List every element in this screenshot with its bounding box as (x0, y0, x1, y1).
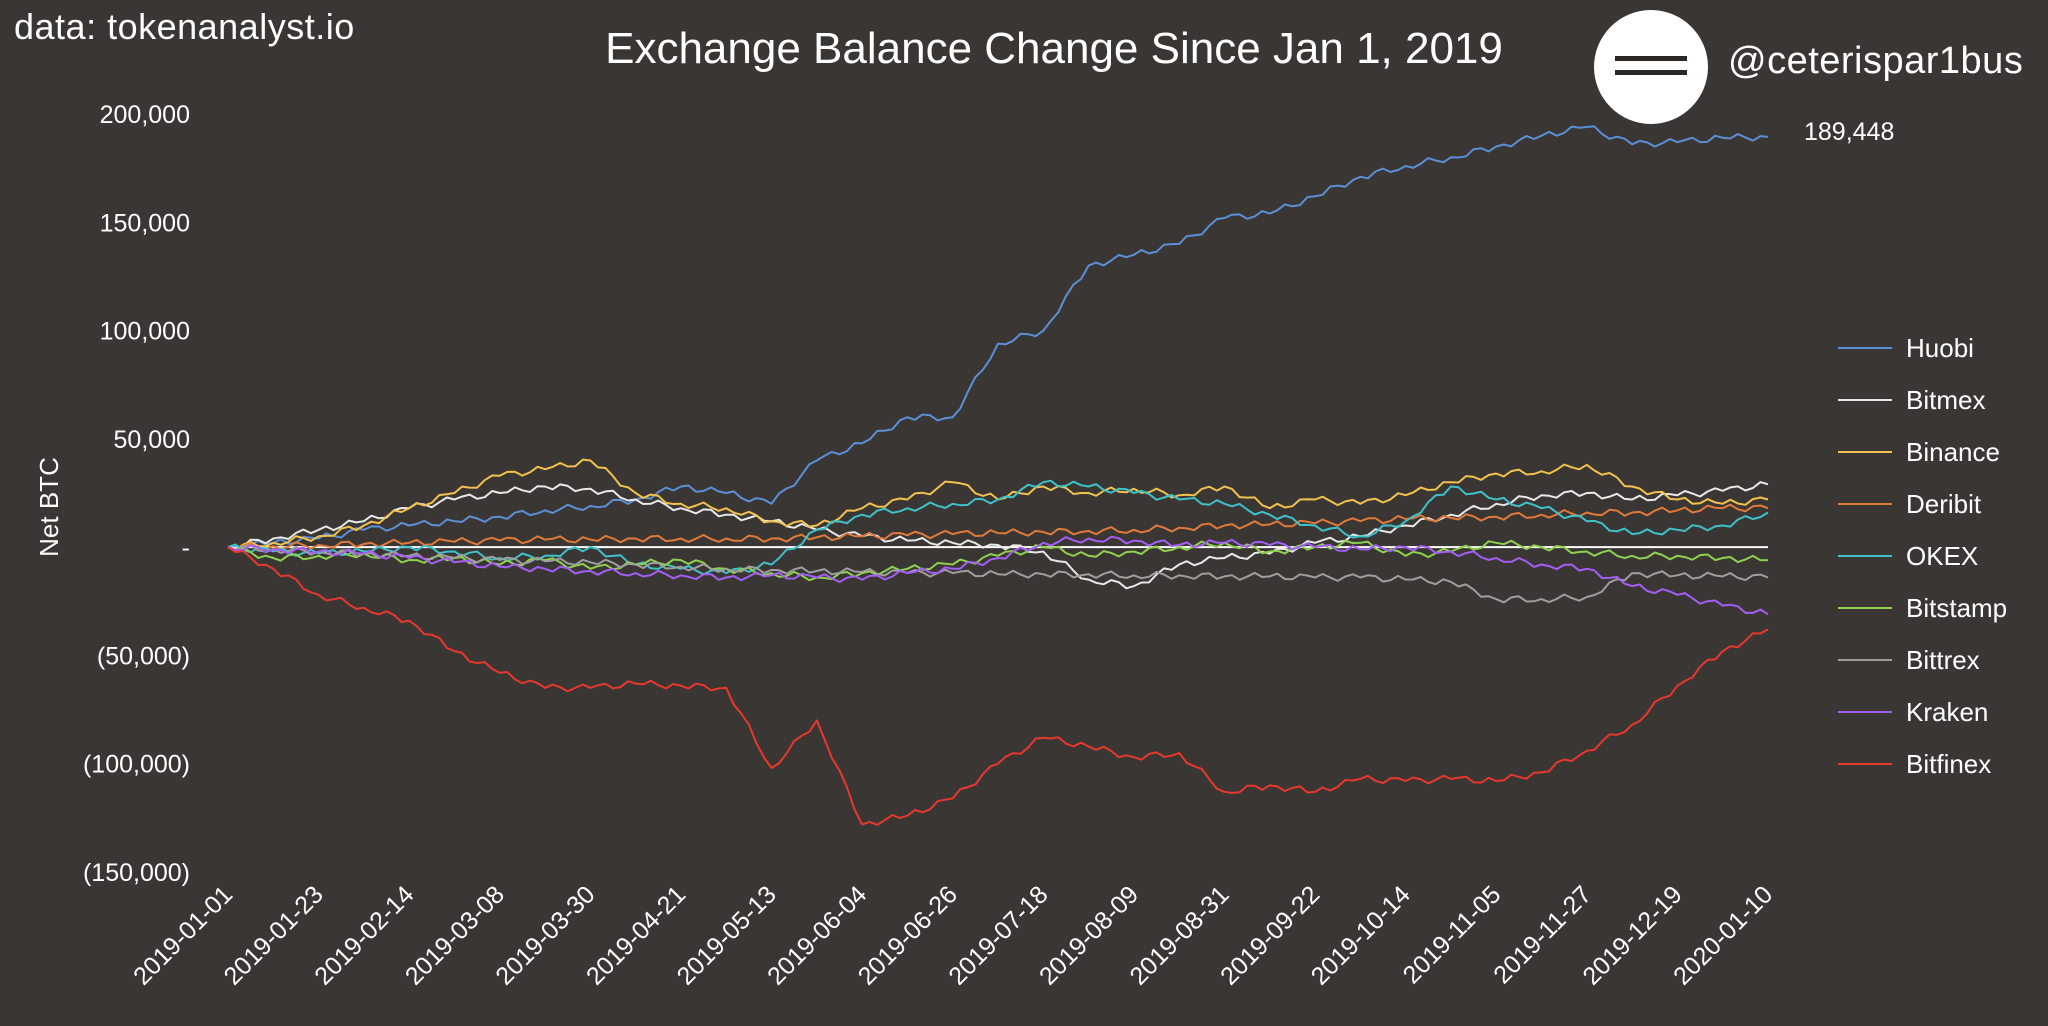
legend: Huobi Bitmex Binance Deribit OKEX Bitstamp Bit… (1838, 333, 2007, 779)
logo-line-bottom (1615, 70, 1687, 75)
legend-label-huobi: Huobi (1906, 333, 1974, 363)
legend-label-bitmex: Bitmex (1906, 385, 1985, 415)
data-source-label: data: tokenanalyst.io (14, 6, 355, 47)
logo-icon (1594, 10, 1708, 124)
legend-label-kraken: Kraken (1906, 697, 1988, 727)
series-lines (227, 125, 1769, 826)
x-tick-label: 2019-10-14 (1306, 880, 1416, 990)
series-line-bitmex (227, 481, 1769, 590)
legend-label-bitfinex: Bitfinex (1906, 749, 1991, 779)
y-tick-label: 150,000 (100, 209, 190, 237)
series-line-deribit (227, 503, 1769, 552)
y-tick-label: - (182, 534, 190, 562)
y-axis-label: Net BTC (34, 457, 64, 557)
legend-label-binance: Binance (1906, 437, 2000, 467)
y-tick-label: (150,000) (83, 859, 190, 887)
y-axis-ticks: 200,000 150,000 100,000 50,000 - (50,000) (100… (83, 101, 190, 887)
legend-label-deribit: Deribit (1906, 489, 1982, 519)
y-tick-label: (100,000) (83, 751, 190, 779)
legend-label-bittrex: Bittrex (1906, 645, 1980, 675)
chart-title: Exchange Balance Change Since Jan 1, 201… (605, 24, 1503, 73)
x-tick-label: 2020-01-10 (1668, 880, 1778, 990)
series-line-huobi (227, 125, 1769, 551)
series-line-bittrex (227, 544, 1769, 604)
author-handle: @ceterispar1bus (1728, 40, 2024, 82)
y-tick-label: 50,000 (114, 426, 190, 454)
y-tick-label: 100,000 (100, 318, 190, 346)
legend-label-bitstamp: Bitstamp (1906, 593, 2007, 623)
series-line-binance (227, 458, 1769, 551)
x-tick-label: 2019-11-05 (1398, 880, 1507, 989)
legend-label-okex: OKEX (1906, 541, 1978, 571)
x-axis-ticks: 2019-01-012019-01-232019-02-142019-03-08… (128, 880, 1778, 990)
huobi-end-value-label: 189,448 (1804, 118, 1895, 146)
series-line-kraken (227, 535, 1769, 616)
series-line-bitfinex (227, 546, 1769, 826)
y-tick-label: 200,000 (100, 101, 190, 129)
series-line-okex (227, 479, 1769, 576)
logo-line-top (1615, 56, 1687, 61)
y-tick-label: (50,000) (97, 642, 190, 670)
